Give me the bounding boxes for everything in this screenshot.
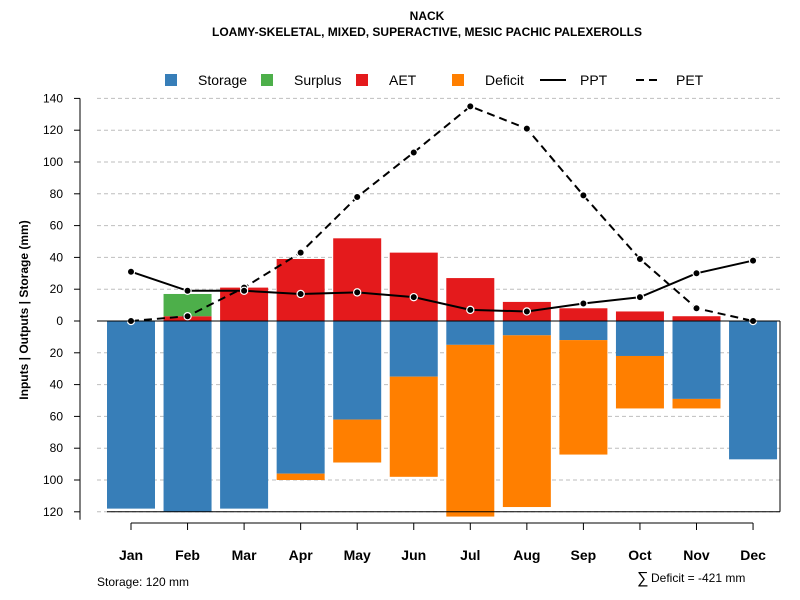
y-tick-label: 140	[43, 91, 63, 105]
legend-label-ppt: PPT	[580, 72, 608, 88]
x-tick-label: Sep	[571, 547, 597, 563]
ppt-point	[409, 292, 418, 302]
legend-swatch-surplus	[261, 74, 273, 86]
x-tick-label: Dec	[740, 547, 766, 563]
pet-point	[522, 124, 532, 133]
x-tick-label: Oct	[628, 547, 652, 563]
y-tick-label: 40	[50, 378, 64, 392]
storage-bar	[559, 321, 608, 341]
legend-label-surplus: Surplus	[294, 72, 341, 88]
deficit-bar	[672, 398, 721, 409]
x-tick-label: Jun	[401, 547, 426, 563]
lines	[126, 102, 758, 326]
legend-label-storage: Storage	[198, 72, 247, 88]
pet-point	[635, 254, 645, 264]
ppt-point	[353, 288, 362, 297]
deficit-bar	[276, 473, 325, 480]
ppt-point	[466, 305, 475, 315]
aet-bar	[333, 238, 382, 321]
legend-label-deficit: Deficit	[485, 72, 524, 88]
storage-bar	[220, 321, 269, 509]
ppt-point	[126, 267, 136, 276]
ppt-point	[296, 289, 305, 299]
storage-bar	[163, 321, 212, 512]
storage-note: Storage: 120 mm	[97, 575, 189, 589]
x-tick-label: Apr	[289, 547, 314, 563]
aet-bar	[559, 308, 608, 321]
ppt-point	[692, 269, 701, 278]
deficit-bar	[559, 340, 608, 455]
aet-bar	[615, 311, 664, 321]
pet-point	[296, 248, 305, 257]
pet-point	[353, 192, 362, 202]
ppt-point	[239, 286, 249, 295]
ppt-point	[579, 299, 588, 308]
deficit-bar	[389, 376, 438, 477]
y-tick-label: 80	[50, 187, 64, 201]
legend-label-pet: PET	[676, 72, 704, 88]
y-tick-label: 120	[43, 505, 63, 519]
aet-bar	[446, 278, 495, 321]
legend-swatch-storage	[165, 74, 177, 86]
y-tick-label: 120	[43, 123, 63, 137]
deficit-bar	[502, 335, 551, 508]
y-tick-label: 60	[50, 219, 64, 233]
ppt-point	[522, 307, 532, 316]
y-tick-label: 20	[50, 346, 64, 360]
storage-bar	[107, 321, 155, 509]
pet-point	[466, 102, 475, 111]
pet-point	[409, 148, 418, 157]
x-tick-label: Nov	[683, 547, 710, 563]
aet-bar	[389, 252, 438, 321]
x-tick-label: Jan	[119, 547, 143, 563]
y-axis-label: Inputs | Outputs | Storage (mm)	[17, 220, 31, 399]
y-tick-label: 40	[50, 250, 64, 264]
deficit-bar	[333, 419, 382, 463]
chart-title: NACK	[410, 9, 445, 23]
storage-bar	[389, 321, 438, 377]
pet-point	[183, 312, 192, 321]
legend-swatch-aet	[356, 74, 368, 86]
y-tick-label: 0	[56, 314, 63, 328]
storage-bar	[276, 321, 325, 474]
aet-bar	[672, 316, 721, 321]
pet-point	[579, 191, 588, 200]
storage-bar	[333, 321, 382, 420]
x-tick-label: Mar	[232, 547, 257, 563]
ppt-point	[183, 286, 192, 295]
y-tick-label: 100	[43, 473, 63, 487]
storage-bar	[672, 321, 721, 399]
x-tick-label: May	[344, 547, 371, 563]
pet-point	[692, 304, 701, 313]
legend-swatch-deficit	[452, 74, 464, 86]
storage-bar	[615, 321, 664, 356]
sum-symbol: ∑	[637, 570, 648, 587]
y-tick-label: 60	[50, 409, 64, 423]
legend-label-aet: AET	[389, 72, 417, 88]
pet-line	[130, 105, 754, 322]
ppt-line	[130, 259, 754, 313]
storage-bar	[446, 321, 495, 345]
legend: Storage Surplus AET Deficit PPT PET	[165, 72, 704, 88]
deficit-bar	[446, 344, 495, 517]
storage-bar	[502, 321, 551, 336]
x-tick-label: Aug	[513, 547, 540, 563]
ppt-point	[748, 256, 758, 265]
y-tick-label: 100	[43, 155, 63, 169]
x-tick-label: Feb	[175, 547, 200, 563]
ppt-point	[635, 292, 645, 302]
y-tick-label: 80	[50, 441, 64, 455]
storage-bar	[729, 321, 778, 460]
deficit-note: Deficit = -421 mm	[651, 571, 745, 585]
chart-subtitle: LOAMY-SKELETAL, MIXED, SUPERACTIVE, MESI…	[212, 25, 642, 39]
x-tick-label: Jul	[460, 547, 480, 563]
bars	[107, 238, 778, 517]
axes: 140 120 100 80 60 40 20 0 20 40 60 80 100 120 Jan Feb Ma…	[43, 91, 781, 563]
deficit-bar	[615, 355, 664, 409]
y-tick-label: 20	[50, 282, 64, 296]
